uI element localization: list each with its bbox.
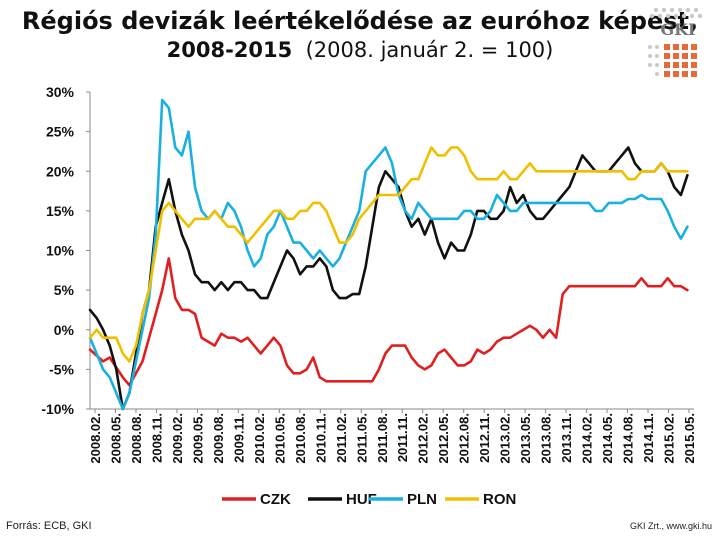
x-tick-label: 2013.11. <box>559 413 574 463</box>
y-tick-label: 30% <box>46 84 75 100</box>
chart-title-base: (2008. január 2. = 100) <box>305 38 554 62</box>
source-note: Forrás: ECB, GKI <box>6 520 92 532</box>
y-tick-label: 10% <box>46 243 75 259</box>
x-tick-label: 2015.02. <box>662 413 677 464</box>
x-tick-label: 2012.05. <box>436 413 451 464</box>
x-tick-label: 2013.02. <box>498 413 513 464</box>
x-tick-label: 2014.02. <box>580 413 595 464</box>
x-tick-label: 2015.05. <box>682 413 697 464</box>
x-tick-label: 2011.05. <box>354 413 369 463</box>
x-tick-label: 2011.08. <box>375 413 390 463</box>
y-tick-label: 0% <box>54 322 75 338</box>
x-tick-label: 2013.05. <box>518 413 533 464</box>
logo-dots-left <box>648 45 659 76</box>
x-tick-label: 2012.08. <box>457 413 472 464</box>
legend-label-ron: RON <box>483 491 516 508</box>
x-tick-label: 2012.02. <box>416 413 431 464</box>
series-line-ron <box>88 146 689 363</box>
x-tick-label: 2010.08. <box>293 413 308 464</box>
logo-text: GKI <box>660 20 695 39</box>
series-line-huf <box>88 146 689 411</box>
chart-title-period: 2008-2015 <box>166 38 293 62</box>
y-tick-label: 20% <box>46 163 75 179</box>
y-tick-label: -10% <box>41 401 74 417</box>
x-tick-label: 2010.02. <box>252 413 267 464</box>
logo-squares <box>664 44 697 77</box>
series-line-czk <box>88 257 689 387</box>
y-tick-label: 15% <box>46 203 75 219</box>
x-tick-label: 2010.05. <box>272 413 287 464</box>
chart-title-line2: 2008-2015 (2008. január 2. = 100) <box>0 36 720 64</box>
y-axis: 30% 25% 20% 15% 10% 5% 0% -5% -10% <box>41 84 91 417</box>
series-lines <box>88 98 689 411</box>
x-tick-label: 2013.08. <box>539 413 554 464</box>
logo-dots-top <box>649 7 703 19</box>
x-tick-label: 2009.08. <box>211 413 226 464</box>
x-tick-label: 2008.11. <box>149 413 164 463</box>
x-tick-label: 2012.11. <box>477 413 492 463</box>
x-axis: 2008.02. 2008.05. 2008.08. 2008.11. 2009.02.… <box>88 408 697 464</box>
x-tick-label: 2008.02. <box>88 413 103 464</box>
x-tick-label: 2009.02. <box>170 413 185 464</box>
chart-title-line1: Régiós devizák leértékelődése az euróhoz… <box>21 7 699 35</box>
chart-title: Régiós devizák leértékelődése az euróhoz… <box>0 6 720 64</box>
x-tick-label: 2014.08. <box>621 413 636 464</box>
legend-label-pln: PLN <box>407 491 437 508</box>
credit-note: GKI Zrt., www.gki.hu <box>629 521 712 531</box>
x-tick-label: 2011.02. <box>334 413 349 463</box>
y-tick-label: 25% <box>46 124 75 140</box>
legend-label-czk: CZK <box>260 491 291 508</box>
legend-label-huf: HUF <box>346 491 377 508</box>
x-tick-label: 2011.11. <box>395 413 410 462</box>
x-tick-label: 2010.11. <box>313 413 328 463</box>
x-tick-label: 2009.11. <box>231 413 246 463</box>
gki-logo: GKI <box>648 7 703 77</box>
y-tick-label: -5% <box>49 361 74 377</box>
x-tick-label: 2014.11. <box>641 413 656 463</box>
x-tick-label: 2008.08. <box>129 413 144 464</box>
y-tick-label: 5% <box>54 282 75 298</box>
x-tick-label: 2008.05. <box>108 413 123 464</box>
legend: CZK HUF PLN RON <box>222 491 516 508</box>
series-line-pln <box>88 98 689 411</box>
x-tick-label: 2009.05. <box>190 413 205 464</box>
x-tick-label: 2014.05. <box>600 413 615 464</box>
